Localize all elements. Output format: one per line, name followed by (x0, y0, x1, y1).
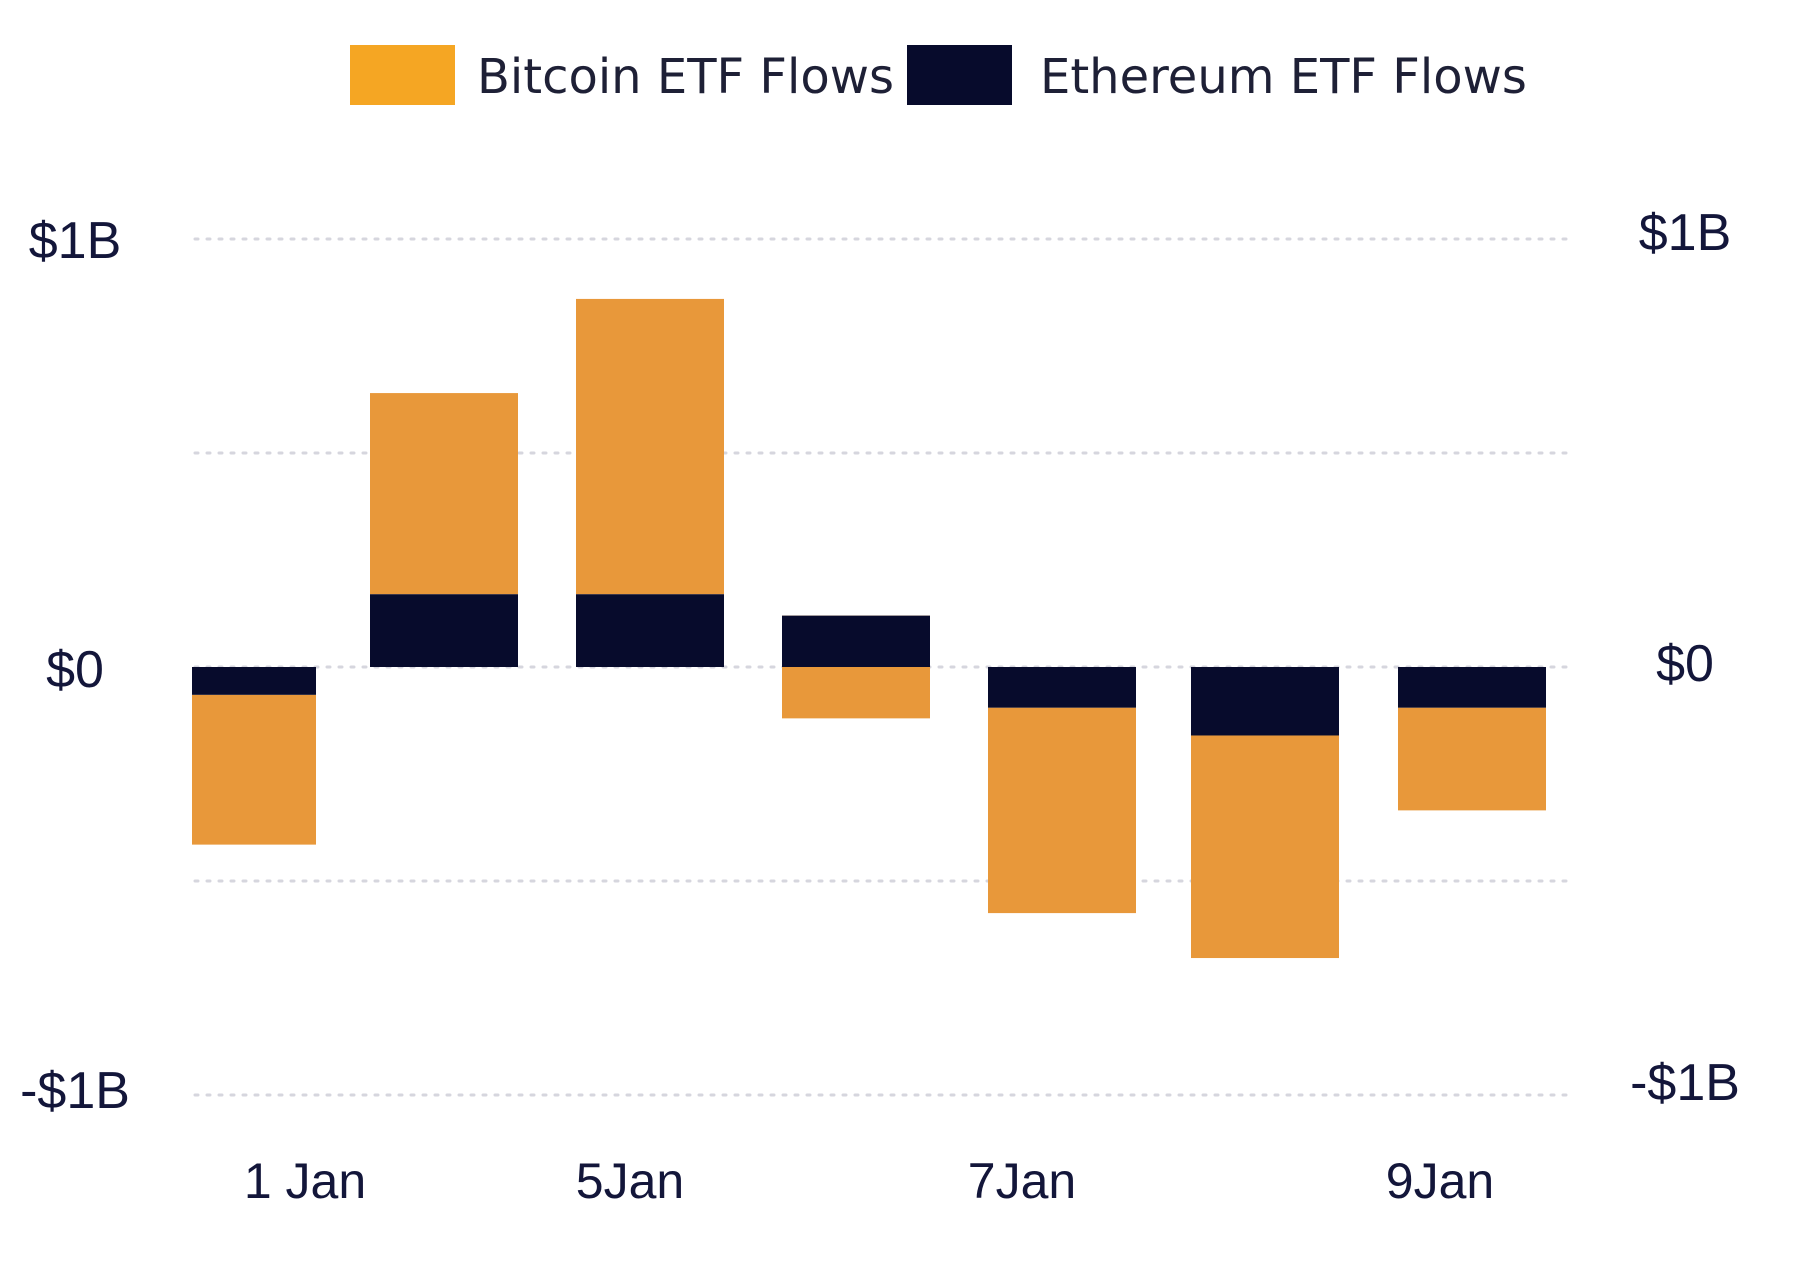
y-tick-right-top: $1B (1639, 204, 1732, 262)
bar-ethereum (192, 667, 316, 695)
legend-swatch-ethereum (907, 45, 1012, 105)
bar-bitcoin (576, 298, 724, 595)
bar-ethereum (988, 667, 1136, 708)
y-tick-right-zero: $0 (1656, 635, 1714, 693)
bar-bitcoin (988, 707, 1136, 914)
bar-ethereum (1398, 667, 1546, 708)
bar-bitcoin (1398, 707, 1546, 811)
bar-bitcoin (370, 393, 518, 595)
x-tick-label: 1 Jan (244, 1153, 366, 1209)
y-tick-left-top: $1B (29, 212, 122, 270)
legend: Bitcoin ETF Flows Ethereum ETF Flows (350, 45, 1527, 105)
x-tick-label: 9Jan (1386, 1153, 1494, 1209)
bar-bitcoin (192, 694, 316, 845)
x-tick-label: 5Jan (576, 1153, 684, 1209)
bar-bitcoin (1191, 735, 1339, 959)
bar-ethereum (576, 594, 724, 667)
y-tick-left-zero: $0 (46, 641, 104, 699)
x-tick-label: 7Jan (968, 1153, 1076, 1209)
y-tick-right-bottom: -$1B (1630, 1054, 1740, 1112)
bar-ethereum (370, 594, 518, 667)
y-axis-right: $1B $0 -$1B (1630, 204, 1740, 1112)
x-axis: 1 Jan 5Jan 7Jan 9Jan (244, 1153, 1494, 1209)
bars (192, 298, 1546, 959)
y-tick-left-bottom: -$1B (20, 1062, 130, 1120)
legend-swatch-bitcoin (350, 45, 455, 105)
legend-label-bitcoin: Bitcoin ETF Flows (477, 49, 894, 105)
y-axis-left: $1B $0 -$1B (20, 212, 130, 1120)
legend-label-ethereum: Ethereum ETF Flows (1040, 49, 1527, 105)
bar-ethereum (782, 615, 930, 667)
bar-ethereum (1191, 667, 1339, 736)
